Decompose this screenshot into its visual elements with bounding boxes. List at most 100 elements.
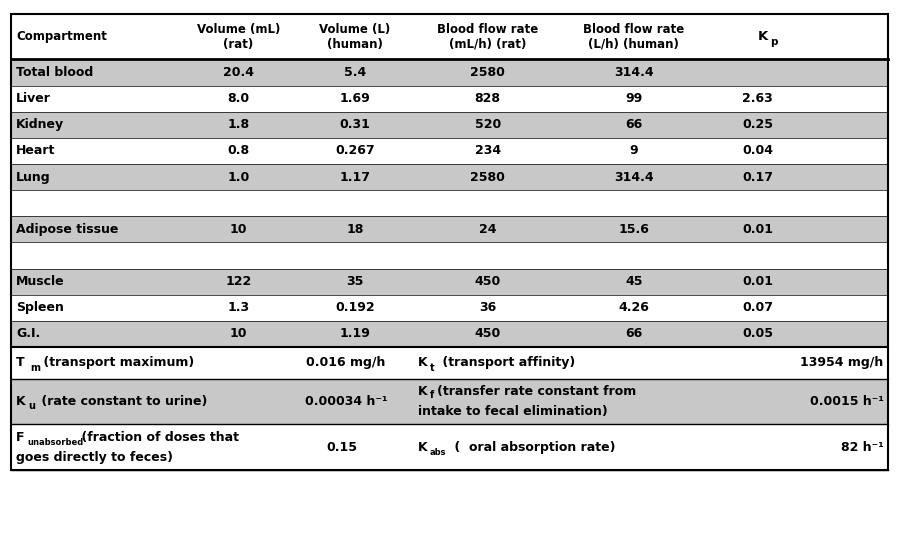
Text: 0.192: 0.192 bbox=[335, 301, 375, 314]
Text: 1.0: 1.0 bbox=[227, 171, 249, 183]
Text: Lung: Lung bbox=[16, 171, 51, 183]
Text: 15.6: 15.6 bbox=[619, 223, 649, 236]
Text: K: K bbox=[16, 395, 26, 408]
Text: 314.4: 314.4 bbox=[614, 171, 654, 183]
Text: Liver: Liver bbox=[16, 92, 51, 105]
Text: 4.26: 4.26 bbox=[619, 301, 649, 314]
Text: p: p bbox=[770, 37, 778, 47]
Bar bbox=[11, 59, 888, 86]
Text: Adipose tissue: Adipose tissue bbox=[16, 223, 119, 236]
Text: Compartment: Compartment bbox=[16, 30, 107, 43]
Text: 122: 122 bbox=[225, 275, 252, 288]
Text: 520: 520 bbox=[475, 118, 501, 131]
Text: Blood flow rate
(L/h) (human): Blood flow rate (L/h) (human) bbox=[583, 23, 684, 51]
Text: T: T bbox=[16, 356, 25, 369]
Text: Total blood: Total blood bbox=[16, 66, 93, 79]
Bar bbox=[11, 347, 888, 379]
Text: 234: 234 bbox=[475, 145, 501, 157]
Text: 82 h⁻¹: 82 h⁻¹ bbox=[841, 440, 884, 454]
Text: 0.05: 0.05 bbox=[742, 327, 773, 340]
Bar bbox=[11, 112, 888, 138]
Text: abs: abs bbox=[430, 448, 446, 456]
Text: 0.31: 0.31 bbox=[340, 118, 370, 131]
Text: 0.01: 0.01 bbox=[742, 275, 773, 288]
Bar bbox=[11, 242, 888, 269]
Text: Blood flow rate
(mL/h) (rat): Blood flow rate (mL/h) (rat) bbox=[437, 23, 539, 51]
Text: u: u bbox=[28, 401, 35, 411]
Text: 450: 450 bbox=[475, 327, 501, 340]
Text: m: m bbox=[31, 363, 40, 373]
Text: 2.63: 2.63 bbox=[742, 92, 773, 105]
Text: 18: 18 bbox=[346, 223, 364, 236]
Text: K: K bbox=[418, 440, 428, 454]
Text: 0.8: 0.8 bbox=[227, 145, 249, 157]
Text: (fraction of doses that: (fraction of doses that bbox=[77, 430, 239, 444]
Text: 0.016 mg/h: 0.016 mg/h bbox=[307, 356, 386, 369]
Text: 99: 99 bbox=[625, 92, 643, 105]
Text: G.I.: G.I. bbox=[16, 327, 40, 340]
Text: 0.267: 0.267 bbox=[335, 145, 375, 157]
Text: 13954 mg/h: 13954 mg/h bbox=[800, 356, 884, 369]
Bar bbox=[11, 14, 888, 470]
Text: 24: 24 bbox=[479, 223, 496, 236]
Text: K: K bbox=[418, 385, 428, 398]
Text: (transport affinity): (transport affinity) bbox=[438, 356, 575, 369]
Text: 0.04: 0.04 bbox=[742, 145, 773, 157]
Text: K: K bbox=[757, 30, 768, 43]
Text: 0.15: 0.15 bbox=[326, 440, 357, 454]
Bar bbox=[11, 295, 888, 321]
Text: 450: 450 bbox=[475, 275, 501, 288]
Text: 1.69: 1.69 bbox=[340, 92, 370, 105]
Bar bbox=[11, 190, 888, 216]
Text: 8.0: 8.0 bbox=[227, 92, 249, 105]
Text: 0.07: 0.07 bbox=[742, 301, 773, 314]
Text: 1.8: 1.8 bbox=[227, 118, 249, 131]
Text: 36: 36 bbox=[479, 301, 496, 314]
Text: 0.00034 h⁻¹: 0.00034 h⁻¹ bbox=[305, 395, 387, 408]
Text: Muscle: Muscle bbox=[16, 275, 65, 288]
Text: 10: 10 bbox=[229, 223, 247, 236]
Text: f: f bbox=[430, 390, 434, 400]
Text: 1.3: 1.3 bbox=[227, 301, 249, 314]
Text: (transport maximum): (transport maximum) bbox=[39, 356, 194, 369]
Text: t: t bbox=[430, 363, 434, 373]
Bar bbox=[11, 379, 888, 424]
Bar bbox=[11, 14, 888, 59]
Text: 0.25: 0.25 bbox=[742, 118, 773, 131]
Bar bbox=[11, 164, 888, 190]
Text: 1.17: 1.17 bbox=[340, 171, 370, 183]
Text: (transfer rate constant from: (transfer rate constant from bbox=[437, 385, 636, 398]
Text: 0.0015 h⁻¹: 0.0015 h⁻¹ bbox=[810, 395, 884, 408]
Text: Volume (mL)
(rat): Volume (mL) (rat) bbox=[197, 23, 280, 51]
Text: 20.4: 20.4 bbox=[223, 66, 254, 79]
Bar bbox=[11, 216, 888, 242]
Text: Volume (L)
(human): Volume (L) (human) bbox=[319, 23, 391, 51]
Text: Kidney: Kidney bbox=[16, 118, 65, 131]
Text: intake to fecal elimination): intake to fecal elimination) bbox=[418, 405, 608, 418]
Text: 0.17: 0.17 bbox=[742, 171, 773, 183]
Bar bbox=[11, 86, 888, 112]
Text: Heart: Heart bbox=[16, 145, 56, 157]
Text: 45: 45 bbox=[625, 275, 643, 288]
Text: 9: 9 bbox=[629, 145, 638, 157]
Text: 66: 66 bbox=[625, 118, 643, 131]
Text: F: F bbox=[16, 430, 24, 444]
Bar bbox=[11, 321, 888, 347]
Text: unabsorbed: unabsorbed bbox=[27, 438, 84, 446]
Text: 35: 35 bbox=[346, 275, 364, 288]
Text: 828: 828 bbox=[475, 92, 501, 105]
Bar bbox=[11, 138, 888, 164]
Bar bbox=[11, 269, 888, 295]
Text: (  oral absorption rate): ( oral absorption rate) bbox=[450, 440, 615, 454]
Text: 5.4: 5.4 bbox=[344, 66, 366, 79]
Text: 0.01: 0.01 bbox=[742, 223, 773, 236]
Text: goes directly to feces): goes directly to feces) bbox=[16, 450, 174, 464]
Bar bbox=[11, 424, 888, 470]
Text: 2580: 2580 bbox=[470, 171, 505, 183]
Text: (rate constant to urine): (rate constant to urine) bbox=[37, 395, 208, 408]
Text: 66: 66 bbox=[625, 327, 643, 340]
Text: 314.4: 314.4 bbox=[614, 66, 654, 79]
Text: Spleen: Spleen bbox=[16, 301, 64, 314]
Text: 1.19: 1.19 bbox=[340, 327, 370, 340]
Text: K: K bbox=[418, 356, 428, 369]
